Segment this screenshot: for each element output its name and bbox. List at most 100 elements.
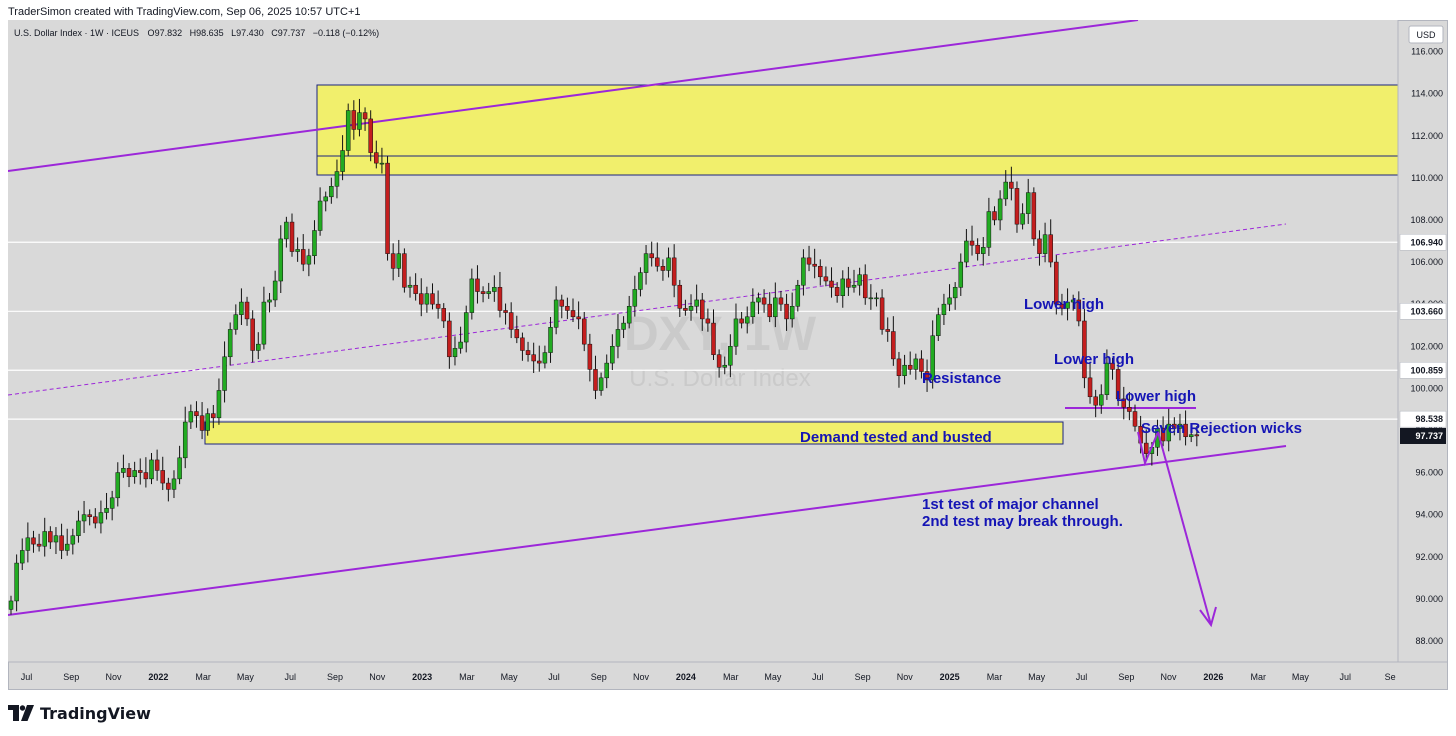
candle[interactable] [537, 345, 542, 372]
candle[interactable] [857, 267, 862, 296]
candle[interactable] [1048, 219, 1053, 268]
candle[interactable] [677, 279, 683, 318]
candle[interactable] [621, 316, 626, 339]
candle[interactable] [947, 284, 952, 312]
candle[interactable] [643, 245, 649, 285]
candle[interactable] [278, 225, 284, 294]
candle[interactable] [885, 317, 890, 342]
candle[interactable] [1194, 426, 1200, 447]
candle[interactable] [649, 241, 654, 267]
candle[interactable] [81, 500, 87, 533]
candle[interactable] [733, 303, 739, 355]
candle[interactable] [379, 147, 385, 174]
candle[interactable] [87, 509, 92, 526]
candle[interactable] [508, 302, 514, 339]
candle[interactable] [222, 341, 227, 403]
candle[interactable] [655, 242, 660, 272]
candle[interactable] [329, 177, 334, 204]
candle[interactable] [407, 276, 413, 298]
candle[interactable] [902, 354, 907, 385]
candle[interactable] [469, 268, 475, 320]
candle[interactable] [896, 351, 902, 388]
zigzag-projection[interactable] [1137, 431, 1159, 467]
candle[interactable] [823, 266, 829, 287]
candle[interactable] [171, 470, 177, 499]
candle[interactable] [1115, 360, 1121, 406]
candle[interactable] [1160, 416, 1166, 447]
candle[interactable] [480, 286, 486, 303]
candle[interactable] [1132, 404, 1138, 432]
candle[interactable] [1065, 288, 1070, 321]
candle[interactable] [1070, 294, 1076, 311]
candle[interactable] [53, 527, 59, 555]
candle[interactable] [604, 354, 609, 389]
candle[interactable] [576, 301, 581, 330]
candle[interactable] [430, 283, 435, 310]
candle[interactable] [435, 290, 441, 319]
candle[interactable] [761, 289, 767, 313]
candle[interactable] [851, 269, 857, 293]
candle[interactable] [239, 288, 244, 326]
candle[interactable] [312, 220, 317, 265]
candle[interactable] [357, 98, 362, 137]
candle[interactable] [8, 595, 14, 615]
candle[interactable] [716, 349, 722, 378]
candle[interactable] [14, 554, 19, 612]
candle[interactable] [76, 510, 81, 543]
candle[interactable] [93, 508, 98, 529]
candle[interactable] [1099, 384, 1104, 414]
candle[interactable] [25, 522, 31, 563]
candle[interactable] [143, 457, 149, 488]
candle[interactable] [801, 249, 806, 296]
candle[interactable] [868, 284, 874, 310]
candle[interactable] [688, 294, 694, 321]
candle[interactable] [1014, 181, 1020, 233]
candle[interactable] [862, 264, 868, 305]
candle[interactable] [362, 107, 368, 131]
candle[interactable] [1127, 391, 1132, 421]
candle[interactable] [879, 289, 885, 335]
candle[interactable] [930, 320, 935, 389]
candle[interactable] [683, 299, 688, 316]
candle[interactable] [182, 406, 188, 469]
candle[interactable] [1054, 255, 1059, 315]
candle[interactable] [419, 278, 424, 317]
projection-arrow-line[interactable] [1157, 431, 1212, 626]
candle[interactable] [323, 191, 328, 212]
candle[interactable] [115, 462, 121, 507]
candle[interactable] [177, 445, 182, 485]
candle[interactable] [1009, 166, 1014, 201]
candle[interactable] [531, 342, 536, 373]
candle[interactable] [300, 234, 306, 272]
candle[interactable] [891, 316, 896, 366]
candle[interactable] [840, 270, 846, 308]
candle[interactable] [345, 103, 351, 156]
candle[interactable] [48, 526, 53, 549]
candle[interactable] [924, 359, 930, 392]
candle[interactable] [750, 288, 756, 324]
candle[interactable] [121, 454, 126, 478]
candle[interactable] [553, 286, 559, 335]
candle[interactable] [233, 304, 239, 335]
candle[interactable] [660, 259, 666, 281]
candle[interactable] [834, 282, 840, 303]
candle[interactable] [773, 282, 778, 328]
candle[interactable] [64, 528, 70, 556]
candle[interactable] [581, 311, 587, 352]
candle[interactable] [986, 197, 992, 256]
candle[interactable] [31, 530, 36, 553]
candle[interactable] [36, 533, 42, 552]
candle[interactable] [497, 271, 503, 318]
candle[interactable] [744, 306, 750, 334]
candle[interactable] [694, 284, 699, 314]
candle[interactable] [1172, 417, 1177, 436]
candle[interactable] [1143, 429, 1149, 461]
candle[interactable] [992, 206, 997, 226]
candle[interactable] [486, 282, 491, 299]
candle[interactable] [1166, 408, 1171, 452]
candle[interactable] [475, 265, 480, 304]
candle[interactable] [1093, 389, 1098, 418]
candle[interactable] [846, 266, 851, 296]
candle[interactable] [919, 350, 924, 379]
candle[interactable] [160, 456, 165, 491]
